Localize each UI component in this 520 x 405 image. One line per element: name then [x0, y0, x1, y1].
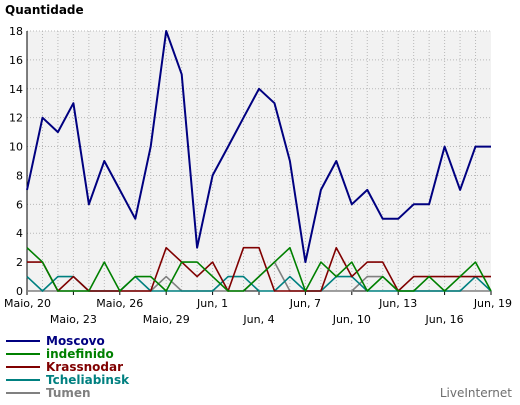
x-tick-label: Jun, 10	[332, 313, 371, 326]
y-axis-title: Quantidade	[5, 3, 84, 17]
legend-item-indefinido: indefinido	[6, 346, 129, 361]
legend-item-krassnodar: Krassnodar	[6, 359, 129, 374]
y-tick-label: 6	[16, 198, 23, 211]
x-tick-label: Maio, 23	[50, 313, 97, 326]
legend-swatch-tcheliabinsk	[6, 378, 40, 381]
series-line-indefinido	[26, 246, 492, 292]
y-tick-label: 14	[9, 83, 23, 96]
legend-swatch-tumen	[6, 391, 40, 394]
legend-swatch-indefinido	[6, 352, 40, 355]
series-line-krassnodar	[27, 246, 491, 292]
series-line-moscovo	[26, 30, 491, 264]
y-tick-label: 8	[16, 169, 23, 182]
x-tick-label: Jun, 1	[196, 297, 228, 310]
y-tick-label: 16	[9, 54, 23, 67]
legend-label: Krassnodar	[46, 359, 123, 374]
legend: Moscovo indefinido Krassnodar Tcheliabin…	[6, 333, 130, 400]
x-tick-label: Jun, 19	[473, 297, 512, 310]
legend-label: Tumen	[46, 385, 91, 400]
x-tick-label: Maio, 26	[96, 297, 143, 310]
y-tick-label: 2	[16, 256, 23, 269]
y-tick-label: 18	[9, 25, 23, 38]
x-tick-label: Maio, 29	[143, 313, 190, 326]
legend-item-moscovo: Moscovo	[6, 333, 129, 348]
legend-label: Moscovo	[46, 333, 105, 348]
y-tick-label: 10	[9, 141, 23, 154]
x-tick-label: Jun, 7	[289, 297, 321, 310]
y-tick-label: 12	[9, 112, 23, 125]
legend-swatch-krassnodar	[6, 365, 40, 368]
legend-label: Tcheliabinsk	[46, 372, 130, 387]
legend-swatch-moscovo	[6, 339, 40, 342]
x-tick-label: Jun, 13	[378, 297, 417, 310]
x-tick-label: Jun, 16	[425, 313, 464, 326]
x-tick-label: Maio, 20	[4, 297, 51, 310]
legend-label: indefinido	[46, 346, 114, 361]
credit-label: LiveInternet	[439, 386, 512, 400]
y-tick-label: 0	[16, 285, 23, 298]
legend-item-tcheliabinsk: Tcheliabinsk	[6, 372, 130, 387]
y-tick-label: 4	[16, 227, 23, 240]
x-tick-label: Jun, 4	[242, 313, 274, 326]
legend-item-tumen: Tumen	[6, 385, 129, 400]
